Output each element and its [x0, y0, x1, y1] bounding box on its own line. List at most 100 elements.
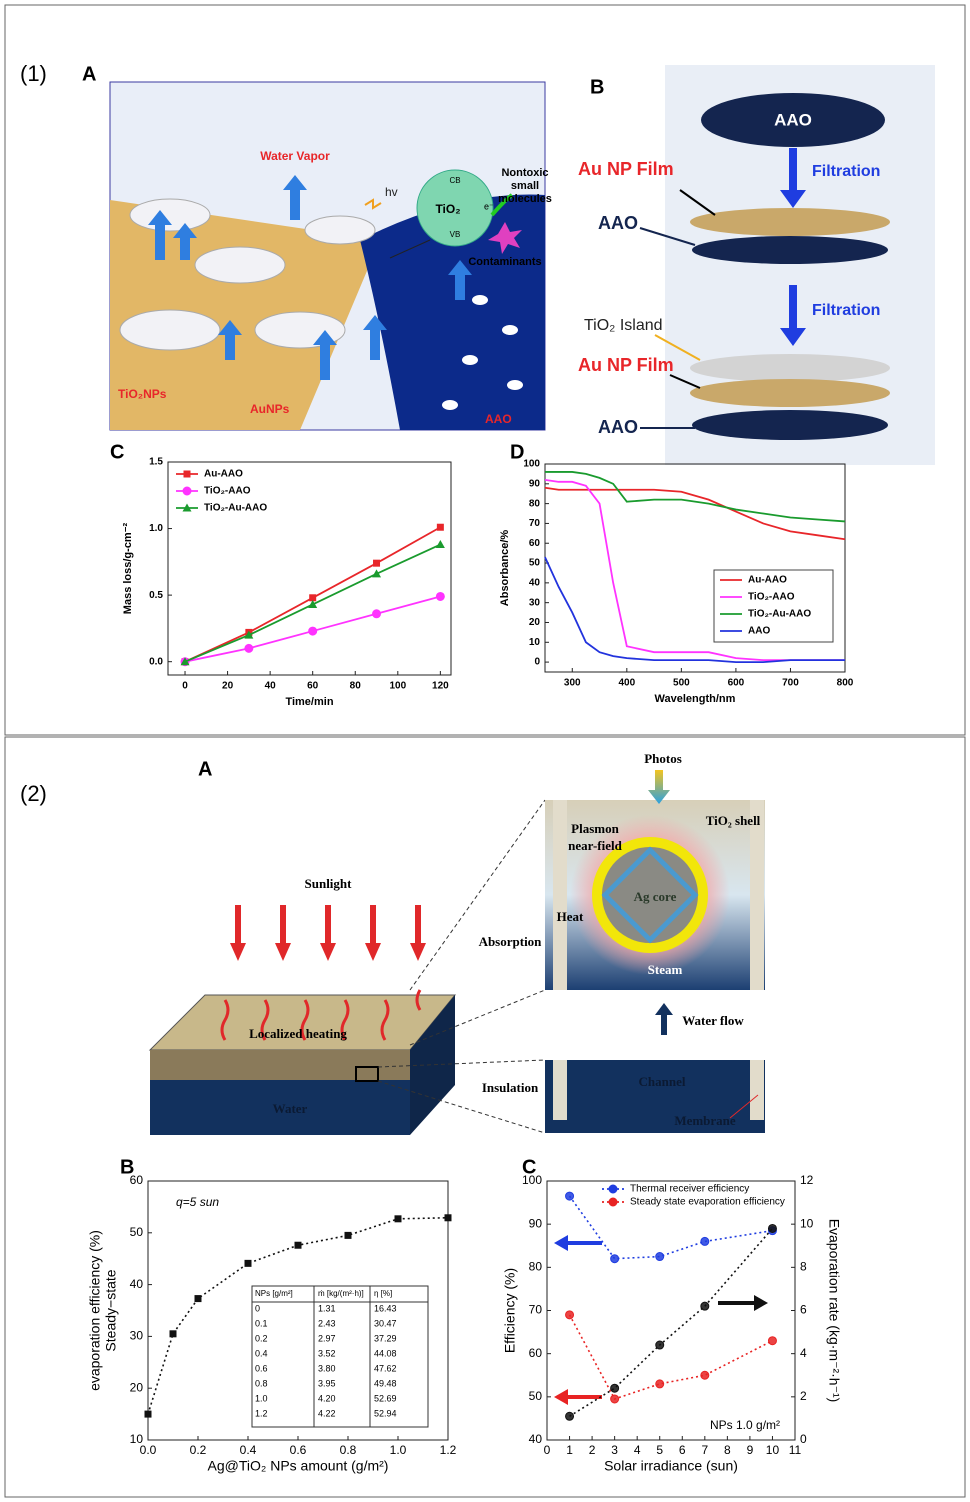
- label: molecules: [498, 193, 552, 205]
- label: hv: [385, 185, 398, 199]
- pillar: [553, 1060, 567, 1120]
- y-tick-label: 30: [130, 1329, 144, 1343]
- data-point: [445, 1214, 452, 1221]
- legend-marker: [184, 471, 191, 478]
- series-line: [545, 488, 845, 540]
- y-tick-label: 60: [130, 1173, 144, 1187]
- data-point: [656, 1341, 664, 1349]
- x-tick-label: 300: [564, 678, 581, 689]
- y-tick-label: 20: [130, 1380, 144, 1394]
- x-tick-label: 40: [265, 681, 277, 692]
- x-tick-label: 0: [544, 1443, 551, 1457]
- label: small: [511, 180, 539, 192]
- table-header: ṁ [kg/(m²·h)]: [318, 1289, 364, 1298]
- aao-disk: [692, 236, 888, 264]
- table-cell: 30.47: [374, 1318, 397, 1328]
- legend-label: Thermal receiver efficiency: [630, 1184, 749, 1195]
- table-cell: 2.43: [318, 1318, 336, 1328]
- part-label: (2): [20, 781, 47, 806]
- data-point: [701, 1371, 709, 1379]
- table-cell: 44.08: [374, 1348, 397, 1358]
- data-point: [309, 627, 317, 635]
- table-cell: 52.94: [374, 1408, 397, 1418]
- label: TiO₂NPs: [118, 387, 167, 401]
- data-point: [768, 1337, 776, 1345]
- x-tick-label: 0: [182, 681, 188, 692]
- x-tick-label: 1.2: [440, 1443, 457, 1457]
- y-tick-label: 60: [529, 538, 541, 549]
- label: Ag core: [634, 889, 677, 904]
- x-tick-label: 5: [656, 1443, 663, 1457]
- label: Heat: [557, 909, 584, 924]
- y-tick-label: 100: [522, 1173, 542, 1187]
- pillar: [553, 800, 567, 990]
- y-tick-label: 30: [529, 597, 541, 608]
- x-tick-label: 6: [679, 1443, 686, 1457]
- y-tick-label: 50: [130, 1225, 144, 1239]
- au-film: [690, 379, 890, 407]
- table-header: η [%]: [374, 1289, 392, 1298]
- label: Au NP Film: [578, 355, 674, 375]
- panel-label: A: [82, 63, 96, 85]
- label: Sunlight: [305, 876, 353, 891]
- label: Filtration: [812, 302, 880, 319]
- x-axis-label: Solar irradiance (sun): [604, 1458, 738, 1474]
- legend-label: TiO₂-Au-AAO: [748, 609, 811, 620]
- data-point: [566, 1311, 574, 1319]
- label: CB: [449, 176, 460, 185]
- y-tick-label: 70: [529, 1303, 543, 1317]
- y-tick-label: 20: [529, 617, 541, 628]
- label: near-field: [568, 838, 622, 853]
- table-cell: 47.62: [374, 1363, 397, 1373]
- label: Insulation: [482, 1080, 539, 1095]
- x-tick-label: 800: [837, 678, 854, 689]
- label: TiO₂ Island: [584, 317, 663, 334]
- part-label: (1): [20, 61, 47, 86]
- chart: B0.00.20.40.60.81.01.2102030405060Ag@TiO…: [87, 1156, 457, 1473]
- y-tick-label: 40: [529, 577, 541, 588]
- series-line: [545, 472, 845, 522]
- table-cell: 0.8: [255, 1378, 268, 1388]
- data-point: [768, 1224, 776, 1232]
- x-tick-label: 9: [747, 1443, 754, 1457]
- panel-label: B: [590, 76, 604, 98]
- x-tick-label: 2: [589, 1443, 596, 1457]
- y-axis-label: evaporation efficiency (%): [87, 1230, 103, 1391]
- y-tick-label: 40: [529, 1432, 543, 1446]
- aao-disk: [692, 410, 888, 440]
- label: Photos: [644, 751, 682, 766]
- data-point: [611, 1255, 619, 1263]
- x-tick-label: 700: [782, 678, 799, 689]
- y-axis-label: Efficiency (%): [502, 1268, 518, 1353]
- tio2-island: [690, 354, 890, 382]
- chart: D300400500600700800010203040506070809010…: [499, 441, 854, 705]
- flow-arrow: [655, 1003, 673, 1035]
- y-tick-label: 90: [529, 1216, 543, 1230]
- x-tick-label: 600: [728, 678, 745, 689]
- data-point: [656, 1253, 664, 1261]
- table-frame: [252, 1286, 428, 1427]
- x-tick-label: 1: [566, 1443, 573, 1457]
- data-point: [436, 540, 445, 548]
- y-tick-label: 1.5: [149, 457, 163, 468]
- legend-marker: [609, 1185, 617, 1193]
- photon-arrow: [648, 770, 670, 804]
- panel-label: D: [510, 441, 524, 463]
- y-tick-label: 80: [529, 498, 541, 509]
- x-tick-label: 80: [350, 681, 362, 692]
- label: VB: [450, 230, 461, 239]
- sun-arrows: [230, 905, 426, 961]
- diagram-1a: Water Vapor hv CB TiO₂ VB e⁻ Nontoxic sm…: [110, 82, 552, 430]
- label: Channel: [639, 1074, 686, 1089]
- y2-tick-label: 8: [800, 1260, 807, 1274]
- y-tick-label: 0.0: [149, 656, 163, 667]
- y-tick-label: 10: [529, 637, 541, 648]
- x-axis-label: Wavelength/nm: [655, 693, 736, 705]
- table-cell: 37.29: [374, 1333, 397, 1343]
- x-tick-label: 100: [389, 681, 406, 692]
- y-axis-label: Steady−state: [103, 1269, 119, 1351]
- y2-tick-label: 6: [800, 1303, 807, 1317]
- y-tick-label: 0.5: [149, 590, 163, 601]
- y2-tick-label: 2: [800, 1389, 807, 1403]
